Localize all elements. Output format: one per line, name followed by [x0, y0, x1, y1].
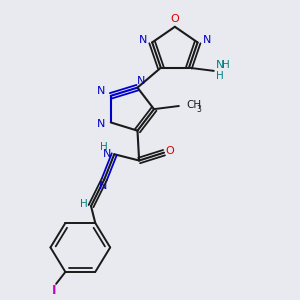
Text: N: N	[139, 35, 147, 45]
Text: N: N	[136, 76, 145, 86]
Text: H: H	[80, 199, 88, 209]
Text: I: I	[52, 284, 57, 297]
Text: N: N	[103, 148, 112, 159]
Text: O: O	[170, 14, 179, 24]
Text: N: N	[216, 60, 224, 70]
Text: N: N	[97, 119, 105, 129]
Text: O: O	[165, 146, 174, 156]
Text: N: N	[97, 86, 106, 96]
Text: H: H	[100, 142, 108, 152]
Text: CH: CH	[186, 100, 201, 110]
Text: 3: 3	[196, 105, 201, 114]
Text: N: N	[203, 35, 211, 45]
Text: N: N	[98, 181, 107, 191]
Text: H: H	[216, 70, 224, 81]
Text: H: H	[221, 60, 229, 70]
